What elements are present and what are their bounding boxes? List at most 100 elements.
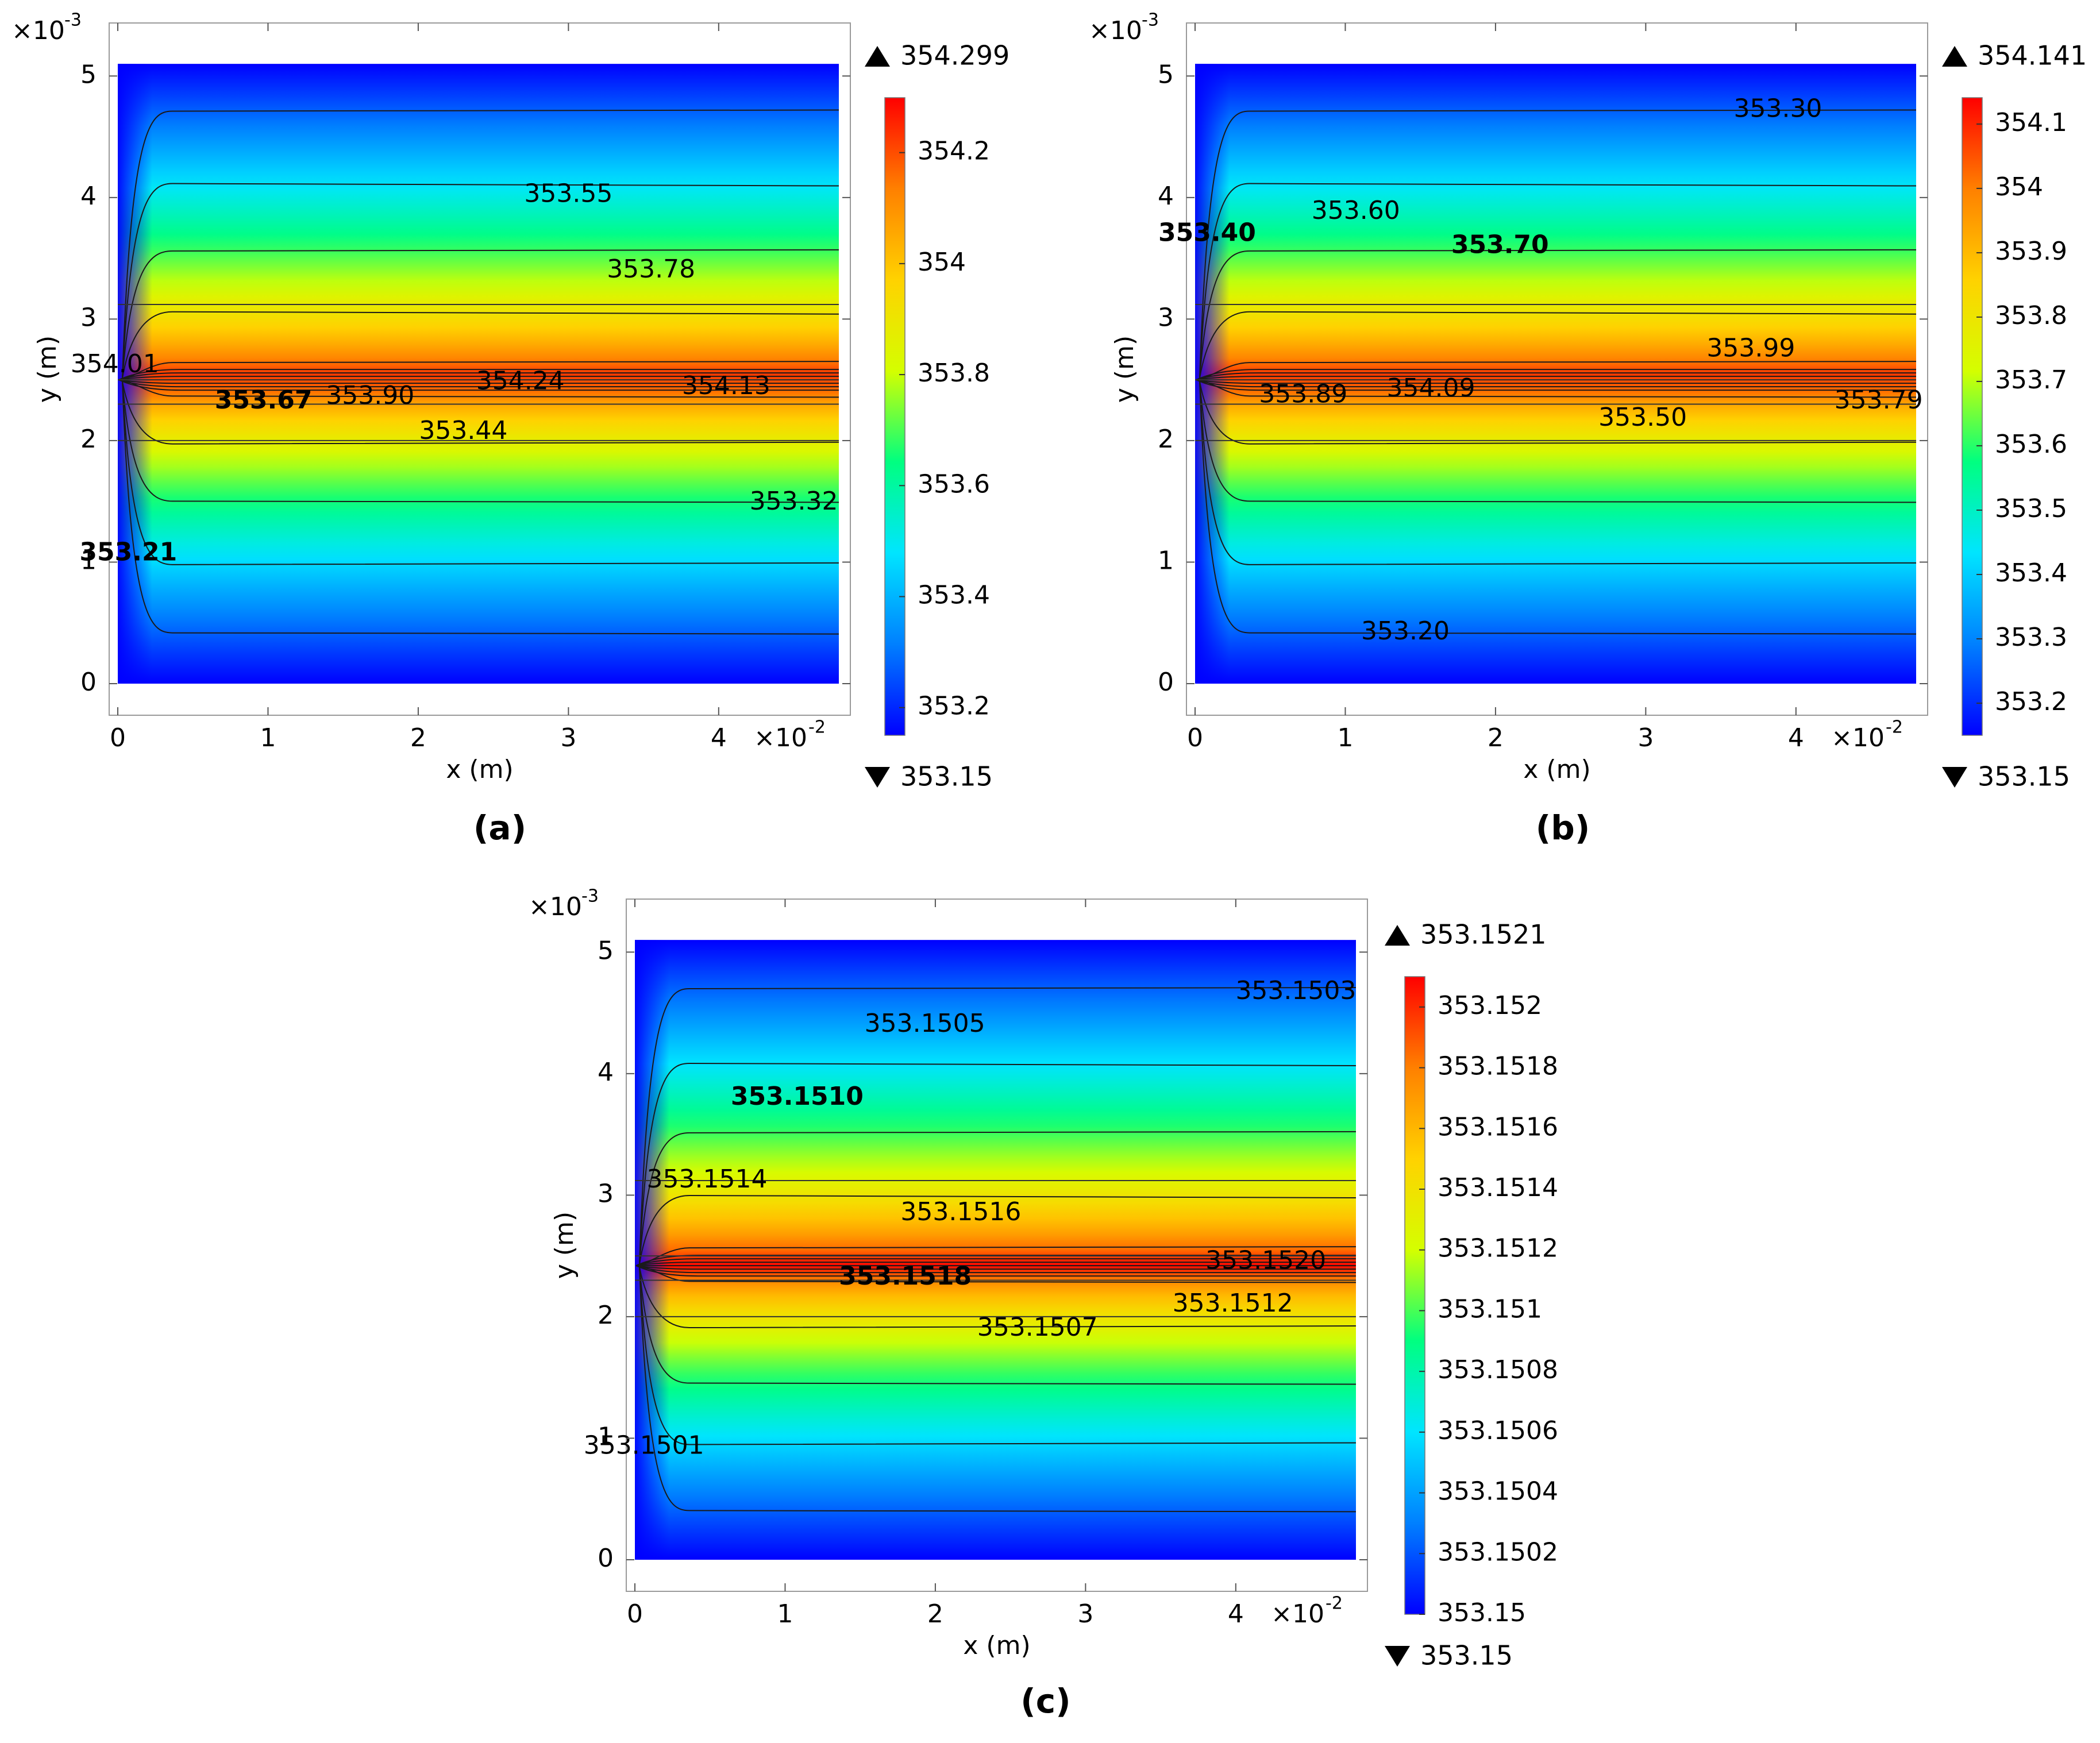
contour-label: 353.70 (1451, 230, 1549, 259)
colorbar-tick-label: 353.8 (1995, 301, 2067, 330)
chart-panel-c: 353.1503353.1505353.1510353.1514353.1516… (529, 886, 1558, 1721)
y-tick-label: 5 (1158, 60, 1174, 89)
y-multiplier: ×10 (11, 16, 65, 45)
contour-label: 353.40 (1158, 218, 1256, 247)
x-axis-label: x (m) (963, 1631, 1030, 1660)
contour-label: 353.1503 (1235, 976, 1356, 1005)
colorbar: 353.2 353.3 353.4 353.5 353.6 353.7 353.8 353.9… (1942, 40, 2087, 792)
y-tick-label: 0 (598, 1544, 614, 1573)
colorbar-max-label: 354.299 (900, 40, 1009, 71)
x-tick-label: 3 (560, 723, 576, 753)
x-tick-label: 4 (1228, 1599, 1244, 1629)
y-tick-label: 4 (598, 1058, 614, 1087)
panel-caption: (c) (1020, 1682, 1070, 1721)
colorbar-tick-label: 353.4 (918, 580, 990, 610)
x-multiplier: ×10 (754, 723, 807, 753)
contour-label: 353.1510 (731, 1082, 864, 1111)
x-tick-label: 2 (410, 723, 426, 753)
y-tick-label: 4 (1158, 182, 1174, 211)
contour-label: 353.1514 (647, 1164, 768, 1194)
temperature-field (1195, 64, 1916, 684)
x-axis-label: x (m) (446, 755, 513, 784)
contour-label: 353.1505 (865, 1009, 985, 1038)
x-tick-label: 2 (927, 1599, 943, 1629)
colorbar-tick-label: 353.5 (1995, 494, 2067, 523)
colorbar-tick-label: 353.1506 (1438, 1416, 1558, 1445)
y-tick-label: 0 (1158, 668, 1174, 697)
min-triangle-icon (865, 767, 890, 788)
colorbar-tick-label: 353.2 (918, 692, 990, 721)
x-tick-label: 3 (1077, 1599, 1093, 1629)
y-multiplier-exponent: -3 (1142, 10, 1159, 30)
y-axis-label: y (m) (1110, 336, 1139, 403)
contour-label: 353.1512 (1173, 1289, 1293, 1318)
colorbar-tick-label: 353.2 (1995, 687, 2067, 716)
colorbar-tick-label: 353.152 (1438, 991, 1542, 1020)
x-tick-label: 3 (1637, 723, 1654, 753)
y-tick-label: 0 (80, 668, 97, 697)
colorbar-max-label: 353.1521 (1420, 919, 1547, 950)
contour-label: 353.1507 (977, 1313, 1098, 1342)
panel-caption: (a) (473, 808, 526, 847)
colorbar-tick-label: 353.3 (1995, 623, 2067, 652)
contour-label: 353.60 (1312, 196, 1400, 225)
y-multiplier: ×10 (529, 892, 582, 921)
y-axis-label: y (m) (550, 1212, 579, 1279)
x-multiplier-exponent: -2 (1325, 1594, 1343, 1614)
x-multiplier: ×10 (1271, 1599, 1324, 1629)
contour-label: 354.09 (1387, 373, 1475, 403)
contour-label: 353.79 (1835, 385, 1923, 415)
x-multiplier-exponent: -2 (1886, 718, 1903, 738)
y-tick-label: 2 (1158, 425, 1174, 454)
colorbar-tick-label: 353.15 (1438, 1598, 1526, 1628)
x-axis-label: x (m) (1523, 755, 1590, 784)
y-axis-label: y (m) (33, 336, 62, 403)
colorbar-tick-label: 353.1508 (1438, 1355, 1558, 1385)
x-tick-label: 4 (711, 723, 727, 753)
colorbar-tick-label: 353.4 (1995, 558, 2067, 588)
colorbar-scale (1405, 977, 1425, 1614)
y-tick-label: 3 (598, 1179, 614, 1208)
colorbar: 353.15353.1502353.1504353.1506353.150835… (1385, 919, 1558, 1671)
y-tick-label: 5 (598, 936, 614, 965)
colorbar-tick-label: 354.1 (1995, 108, 2067, 137)
colorbar-tick-label: 353.1512 (1438, 1234, 1558, 1263)
y-tick-label: 2 (80, 425, 97, 454)
x-tick-label: 1 (777, 1599, 793, 1629)
chart-panel-b: 353.3 0 353.60 353.40 353.70 353.99 354.09 353.… (1089, 10, 2087, 848)
colorbar-max-label: 354.141 (1978, 40, 2087, 71)
colorbar-tick-label: 353.6 (918, 469, 990, 499)
colorbar-min-label: 353.15 (1420, 1640, 1513, 1671)
x-tick-label: 0 (110, 723, 126, 753)
contour-label: 354.01 (71, 349, 159, 379)
contour-label: 353.99 (1706, 333, 1795, 363)
y-tick-label: 4 (80, 182, 97, 211)
colorbar: 353.2353.4353.6353.8354354.2354.299353.1… (865, 40, 1009, 792)
panel-caption: (b) (1536, 808, 1590, 847)
colorbar-tick-label: 353.7 (1995, 365, 2067, 395)
y-multiplier-exponent: -3 (64, 10, 82, 30)
colorbar-tick-label: 354 (1995, 172, 2043, 202)
min-triangle-icon (1942, 767, 1967, 788)
x-multiplier-exponent: -2 (808, 718, 826, 738)
contour-label: 353.1520 (1205, 1246, 1326, 1275)
x-tick-label: 2 (1488, 723, 1504, 753)
y-tick-label: 2 (598, 1301, 614, 1330)
contour-label: 353.90 (326, 381, 414, 410)
contour-label: 353.67 (215, 385, 313, 415)
y-multiplier-exponent: -3 (581, 886, 599, 907)
contour-label: 353.20 (1361, 616, 1450, 646)
contour-label: 354.13 (682, 371, 770, 400)
chart-panel-a: 353.55353.78354.01354.24 354.13353.67 353.… (11, 10, 1009, 848)
colorbar-min-label: 353.15 (900, 761, 993, 792)
y-tick-label: 1 (598, 1422, 614, 1451)
contour-label: 354.24 (476, 366, 565, 395)
x-tick-label: 4 (1788, 723, 1804, 753)
figure-canvas: 353.55353.78354.01354.24 354.13353.67 353.… (0, 0, 2100, 1741)
colorbar-scale (1962, 98, 1982, 735)
x-multiplier: ×10 (1831, 723, 1885, 753)
contour-label: 353.1518 (839, 1262, 972, 1291)
min-triangle-icon (1385, 1646, 1410, 1667)
max-triangle-icon (1942, 46, 1967, 67)
x-tick-label: 1 (260, 723, 276, 753)
